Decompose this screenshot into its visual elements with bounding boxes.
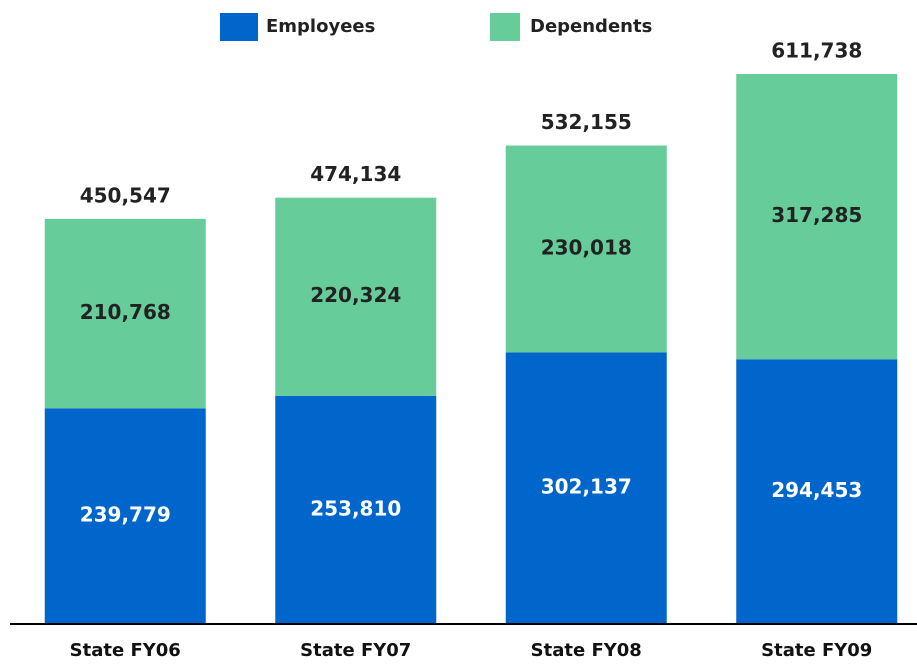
- value-label: 253,810: [310, 496, 401, 520]
- bar-segment: [275, 197, 437, 396]
- bar-segment: [736, 359, 898, 624]
- legend-swatch: [490, 13, 520, 41]
- bar-segment: [44, 408, 206, 624]
- value-label: 294,453: [771, 478, 862, 502]
- bar-segment: [505, 145, 667, 353]
- value-label: 210,768: [80, 300, 171, 324]
- value-label: 317,285: [771, 203, 862, 227]
- x-tick-label: State FY06: [70, 640, 181, 661]
- total-label: 450,547: [80, 183, 171, 207]
- legend-swatch: [220, 13, 258, 41]
- value-label: 239,779: [80, 503, 171, 527]
- total-label: 611,738: [771, 38, 862, 62]
- value-label: 302,137: [541, 475, 632, 499]
- legend-label: Dependents: [530, 16, 652, 37]
- bar-segment: [275, 395, 437, 624]
- value-label: 220,324: [310, 283, 401, 307]
- bar-segment: [736, 73, 898, 360]
- total-label: 474,134: [310, 162, 401, 186]
- x-tick-label: State FY07: [300, 640, 411, 661]
- bar-segment: [44, 218, 206, 409]
- x-tick-label: State FY09: [761, 640, 872, 661]
- total-label: 532,155: [541, 110, 632, 134]
- value-label: 230,018: [541, 235, 632, 259]
- x-tick-label: State FY08: [531, 640, 642, 661]
- legend-label: Employees: [266, 16, 375, 37]
- bar-segment: [505, 352, 667, 624]
